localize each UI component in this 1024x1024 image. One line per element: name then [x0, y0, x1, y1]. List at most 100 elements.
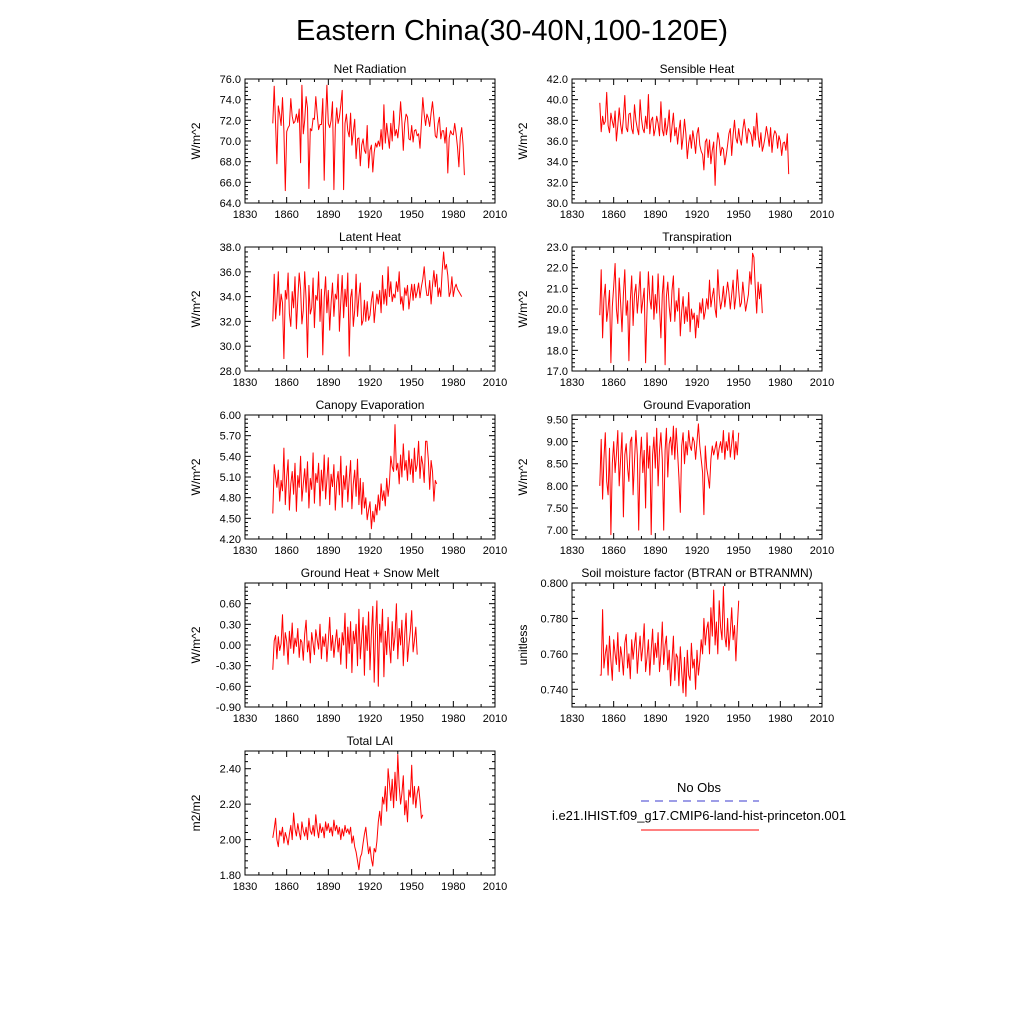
y-tick-label: -0.30	[216, 661, 241, 673]
series-line-model	[599, 586, 740, 697]
y-tick-label: 0.760	[540, 649, 568, 661]
series-line-model	[599, 252, 763, 366]
y-axis-label: W/m^2	[516, 290, 530, 327]
y-tick-label: 18.0	[547, 345, 568, 357]
x-tick-label: 1920	[358, 713, 382, 725]
series-line-model	[272, 600, 418, 687]
x-tick-label: 2010	[483, 713, 507, 725]
y-tick-label: 34.0	[547, 157, 568, 169]
y-axis-label: W/m^2	[516, 458, 530, 495]
y-axis-label: W/m^2	[189, 458, 203, 495]
x-tick-label: 1830	[233, 377, 257, 389]
x-tick-label: 2010	[810, 545, 834, 557]
x-tick-label: 1890	[643, 377, 667, 389]
x-tick-label: 1890	[643, 713, 667, 725]
y-tick-label: 0.780	[540, 613, 568, 625]
panel-canopy-evaporation: Canopy Evaporation 1830 1860 1890 1920 1950 19…	[189, 398, 507, 557]
x-tick-label: 1890	[643, 545, 667, 557]
legend: No Obs i.e21.IHIST.f09_g17.CMIP6-land-hi…	[552, 780, 846, 831]
y-axis-label: W/m^2	[189, 290, 203, 327]
x-tick-label: 1890	[643, 209, 667, 221]
x-tick-label: 1860	[601, 713, 625, 725]
y-tick-label: 32.0	[547, 177, 568, 189]
series-line-model	[599, 423, 740, 536]
x-tick-label: 1920	[358, 881, 382, 893]
y-tick-label: 0.00	[220, 640, 241, 652]
y-tick-label: 5.40	[220, 451, 241, 463]
x-tick-label: 1980	[441, 545, 465, 557]
panel-latent-heat: Latent Heat 1830 1860 1890 1920 1950 1980 2010 2…	[189, 230, 507, 389]
x-tick-label: 1950	[399, 545, 423, 557]
panel-title: Sensible Heat	[660, 62, 735, 76]
x-tick-label: 1860	[601, 545, 625, 557]
panel-title: Latent Heat	[339, 230, 402, 244]
x-tick-label: 1920	[685, 545, 709, 557]
y-tick-label: 8.50	[547, 459, 568, 471]
y-tick-label: 40.0	[547, 95, 568, 107]
x-tick-label: 1950	[726, 713, 750, 725]
x-tick-label: 1860	[601, 377, 625, 389]
x-tick-label: 1950	[399, 209, 423, 221]
x-tick-label: 1830	[560, 209, 584, 221]
panel-net-radiation: Net Radiation 1830 1860 1890 1920 1950 1980 201…	[189, 62, 507, 221]
y-tick-label: 7.50	[547, 503, 568, 515]
x-tick-label: 1920	[685, 377, 709, 389]
x-tick-label: 1980	[441, 377, 465, 389]
x-tick-label: 1830	[233, 209, 257, 221]
panel-title: Ground Heat + Snow Melt	[301, 566, 440, 580]
y-tick-label: 76.0	[220, 74, 241, 86]
x-tick-label: 1920	[358, 209, 382, 221]
x-tick-label: 1950	[399, 881, 423, 893]
x-tick-label: 1830	[560, 377, 584, 389]
x-tick-label: 1890	[316, 209, 340, 221]
y-tick-label: 0.800	[540, 578, 568, 590]
x-tick-label: 1860	[274, 545, 298, 557]
x-tick-label: 1890	[316, 881, 340, 893]
x-tick-label: 2010	[483, 209, 507, 221]
y-tick-label: 20.0	[547, 304, 568, 316]
y-tick-label: 4.50	[220, 513, 241, 525]
plot-frame	[244, 750, 496, 876]
y-tick-label: 0.60	[220, 599, 241, 611]
panel-total-lai: Total LAI 1830 1860 1890 1920 1950 1980 2010 1.8…	[189, 734, 507, 893]
y-axis-label: m2/m2	[189, 794, 203, 831]
legend-obs-label: No Obs	[677, 780, 722, 795]
x-tick-label: 1830	[233, 545, 257, 557]
y-tick-label: 17.0	[547, 366, 568, 378]
panel-sensible-heat: Sensible Heat 1830 1860 1890 1920 1950 1980 201…	[516, 62, 834, 221]
x-tick-label: 2010	[483, 881, 507, 893]
y-tick-label: 4.20	[220, 534, 241, 546]
y-tick-label: 4.80	[220, 493, 241, 505]
y-tick-label: 7.00	[547, 525, 568, 537]
x-tick-label: 1920	[358, 377, 382, 389]
x-tick-label: 1950	[726, 209, 750, 221]
y-tick-label: 23.0	[547, 242, 568, 254]
figure-title: Eastern China(30-40N,100-120E)	[296, 15, 728, 47]
y-tick-label: 36.0	[220, 267, 241, 279]
plot-frame	[244, 582, 496, 708]
x-tick-label: 2010	[483, 545, 507, 557]
panel-title: Soil moisture factor (BTRAN or BTRANMN)	[581, 566, 812, 580]
panel-ground-evaporation: Ground Evaporation 1830 1860 1890 1920 1950 19…	[516, 398, 834, 557]
y-axis-label: W/m^2	[189, 626, 203, 663]
y-tick-label: 38.0	[547, 115, 568, 127]
y-tick-label: -0.60	[216, 681, 241, 693]
panel-ground-heat-snow-melt: Ground Heat + Snow Melt 1830 1860 1890 1920 1…	[189, 566, 507, 725]
y-tick-label: 34.0	[220, 292, 241, 304]
x-tick-label: 1830	[233, 881, 257, 893]
y-tick-label: 2.40	[220, 764, 241, 776]
panel-title: Ground Evaporation	[643, 398, 750, 412]
y-tick-label: 19.0	[547, 325, 568, 337]
series-line-model	[272, 754, 424, 871]
plot-frame	[571, 78, 823, 204]
x-tick-label: 2010	[483, 377, 507, 389]
y-tick-label: 8.00	[547, 481, 568, 493]
x-tick-label: 1860	[274, 713, 298, 725]
x-tick-label: 1980	[441, 209, 465, 221]
x-tick-label: 1920	[685, 713, 709, 725]
y-tick-label: 64.0	[220, 198, 241, 210]
y-tick-label: 70.0	[220, 136, 241, 148]
x-tick-label: 1860	[274, 881, 298, 893]
y-tick-label: 66.0	[220, 177, 241, 189]
